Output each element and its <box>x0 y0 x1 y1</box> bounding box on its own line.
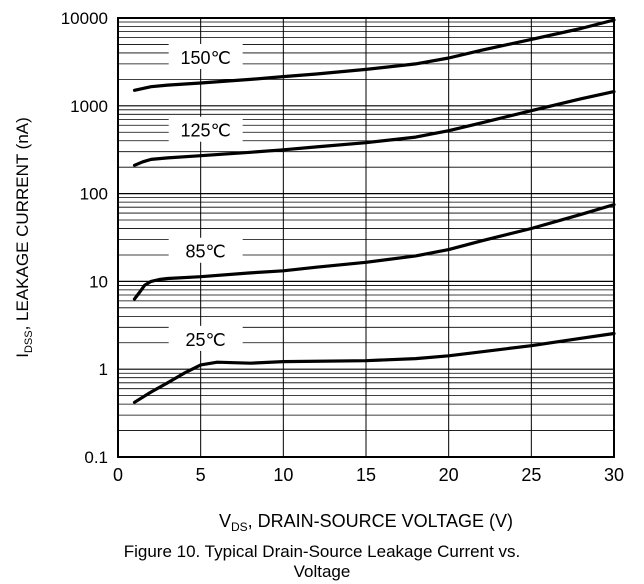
x-tick-label: 20 <box>439 465 459 485</box>
plot-frame <box>117 17 615 458</box>
y-tick-label: 1 <box>99 360 108 379</box>
x-tick-label: 15 <box>356 465 376 485</box>
x-axis-label: VDS, DRAIN-SOURCE VOLTAGE (V) <box>219 511 513 534</box>
series-label-box <box>168 325 243 351</box>
series-line <box>132 203 616 301</box>
series-label-box <box>168 116 243 142</box>
x-tick-label: 0 <box>113 465 123 485</box>
series-label: 150℃ <box>181 48 231 68</box>
series-label: 85℃ <box>186 242 226 262</box>
y-tick-label: 10000 <box>61 9 108 28</box>
y-tick-labels: 0.1 1 10 100 1000 10000 <box>61 9 108 467</box>
x-tick-labels: 0 5 10 15 20 25 30 <box>113 465 624 485</box>
x-axis-label-rest: , DRAIN-SOURCE VOLTAGE (V) <box>248 511 513 531</box>
y-tick-label: 10 <box>89 272 108 291</box>
y-tick-label: 1000 <box>70 97 108 116</box>
y-tick-label: 100 <box>80 185 108 204</box>
y-axis-label-main: I <box>13 353 32 358</box>
x-tick-label: 30 <box>604 465 624 485</box>
y-axis-label: IDSS, LEAKAGE CURRENT (nA) <box>13 117 35 358</box>
figure-caption-line-2: Voltage <box>293 562 351 581</box>
x-axis-label-sub: DS <box>231 520 248 534</box>
y-axis-label-rest: , LEAKAGE CURRENT (nA) <box>13 117 32 330</box>
series-line <box>132 90 616 167</box>
y-axis-label-sub: DSS <box>23 330 35 353</box>
series-label: 125℃ <box>181 121 231 141</box>
series-line <box>132 18 616 92</box>
series-line <box>132 331 616 404</box>
series-label-box <box>168 237 243 263</box>
x-tick-label: 25 <box>521 465 541 485</box>
series-lines: 150℃ 125℃ 85℃ 25℃ <box>132 18 616 404</box>
y-tick-label: 0.1 <box>84 448 108 467</box>
figure-caption-line-1: Figure 10. Typical Drain-Source Leakage … <box>123 542 521 561</box>
x-axis-label-main: V <box>219 511 231 531</box>
series-label-box <box>168 43 243 69</box>
x-tick-label: 5 <box>196 465 206 485</box>
x-tick-label: 10 <box>273 465 293 485</box>
chart: 0 5 10 15 20 25 30 0.1 1 10 100 1000 10000 150℃ 125℃… <box>13 9 624 534</box>
series-label: 25℃ <box>186 330 226 350</box>
